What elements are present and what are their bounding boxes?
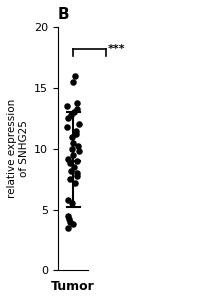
Point <box>75 100 79 105</box>
Point <box>66 116 69 121</box>
Point <box>75 173 79 178</box>
Point <box>73 74 77 78</box>
Point <box>68 177 72 182</box>
Point <box>77 122 81 127</box>
Point <box>69 112 72 117</box>
Point <box>65 124 69 129</box>
Point <box>70 146 74 151</box>
Point <box>70 201 74 206</box>
Point <box>70 134 73 139</box>
Point <box>75 159 79 164</box>
Point <box>77 149 81 154</box>
Point <box>72 152 75 157</box>
Point <box>71 222 75 226</box>
Point <box>73 180 77 185</box>
Point <box>75 171 79 176</box>
Point <box>68 161 71 166</box>
Text: B: B <box>58 7 70 22</box>
Point <box>69 168 72 173</box>
Point <box>71 140 75 145</box>
Point <box>75 128 78 133</box>
Y-axis label: relative expression
of SNHG25: relative expression of SNHG25 <box>7 99 29 198</box>
Point <box>77 144 80 149</box>
Point <box>68 219 71 224</box>
Point <box>66 156 70 161</box>
Point <box>66 104 69 109</box>
Point <box>72 165 75 170</box>
Point <box>71 80 75 84</box>
Text: ***: *** <box>107 44 125 54</box>
Point <box>67 217 71 222</box>
Point <box>66 197 70 202</box>
Point <box>75 106 79 111</box>
Point <box>72 110 76 115</box>
Point <box>66 225 70 230</box>
Point <box>66 213 70 218</box>
Point <box>74 132 78 136</box>
